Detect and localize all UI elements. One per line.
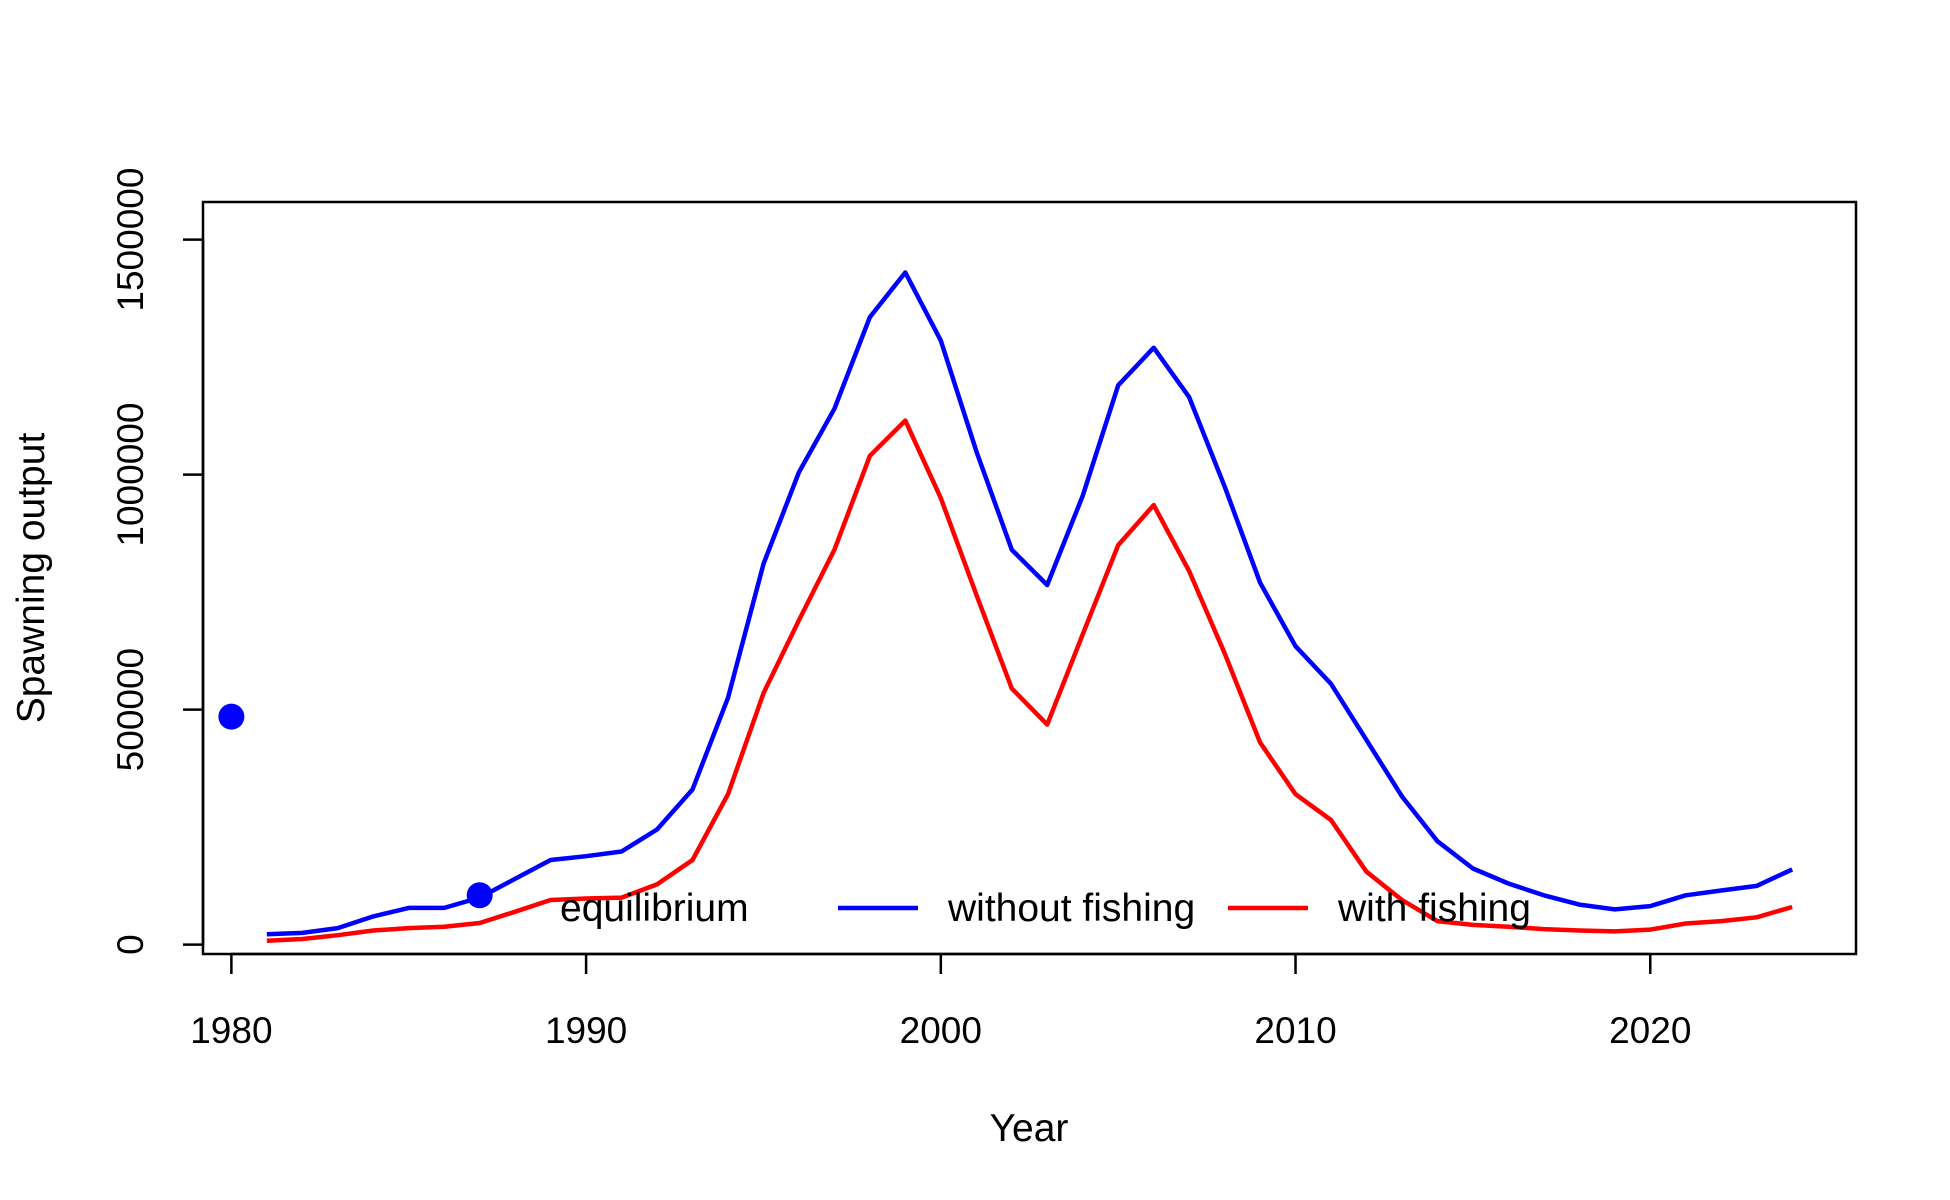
legend-label: equilibrium [560, 887, 749, 930]
plot-frame [201, 200, 1858, 956]
legend: equilibrium without fishing with fishing [560, 887, 1531, 930]
y-tick-label: 1500000 [110, 168, 151, 312]
series-line-with-fishing [266, 418, 1793, 944]
series-lines [266, 270, 1794, 944]
equilibrium-point [218, 703, 245, 730]
legend-label: with fishing [1337, 887, 1531, 930]
x-tick-label: 1990 [545, 1010, 627, 1051]
ticks: 1980 1990 2000 2010 2020 0 500000 1000000 150000… [110, 168, 1691, 1051]
y-axis-title: Spawning output [10, 433, 53, 724]
series-line-without-fishing [266, 270, 1794, 937]
x-axis-title: Year [990, 1107, 1069, 1150]
legend-label: without fishing [947, 887, 1195, 930]
x-tick-label: 2010 [1254, 1010, 1336, 1051]
x-tick-label: 1980 [190, 1010, 272, 1051]
y-tick-label: 500000 [110, 648, 151, 771]
equilibrium-points [218, 703, 493, 909]
y-tick-label: 0 [110, 934, 151, 955]
y-tick-label: 1000000 [110, 403, 151, 547]
x-tick-label: 2000 [900, 1010, 982, 1051]
x-tick-label: 2020 [1609, 1010, 1691, 1051]
equilibrium-point [466, 882, 493, 909]
